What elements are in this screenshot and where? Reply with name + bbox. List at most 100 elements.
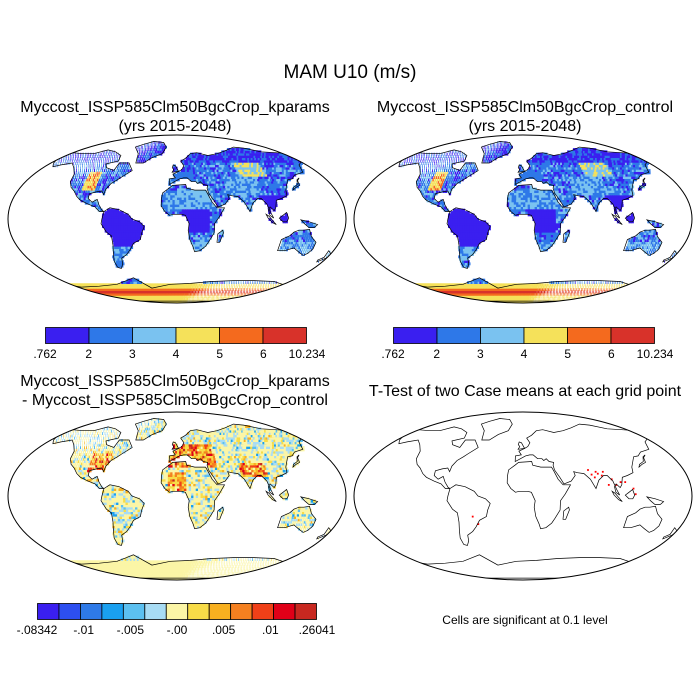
map-cell bbox=[102, 213, 105, 217]
map-cell bbox=[589, 297, 591, 301]
map-cell bbox=[214, 283, 216, 287]
map-cell bbox=[82, 157, 83, 161]
map-cell bbox=[521, 297, 524, 301]
map-cell bbox=[198, 288, 200, 291]
map-cell bbox=[295, 241, 298, 245]
map-cell bbox=[107, 229, 111, 233]
map-cell bbox=[228, 295, 229, 298]
map-cell bbox=[123, 164, 126, 168]
map-cell bbox=[121, 229, 125, 233]
map-cell bbox=[529, 295, 532, 298]
map-cell bbox=[92, 295, 100, 298]
map-cell bbox=[185, 187, 189, 191]
map-cell bbox=[230, 285, 232, 289]
map-cell bbox=[560, 297, 562, 301]
map-cell bbox=[172, 185, 176, 189]
map-cell bbox=[113, 150, 115, 154]
map-cell bbox=[246, 201, 250, 205]
map-cell bbox=[582, 292, 584, 296]
map-cell bbox=[582, 290, 584, 294]
map-cell bbox=[122, 164, 124, 168]
map-cell bbox=[258, 297, 260, 301]
map-cell bbox=[197, 176, 201, 179]
map-cell bbox=[200, 166, 204, 170]
map-cell bbox=[105, 157, 106, 161]
map-cell bbox=[240, 169, 245, 172]
map-cell bbox=[242, 297, 243, 301]
map-cell bbox=[144, 152, 146, 156]
map-cell bbox=[273, 201, 278, 205]
map-cell bbox=[126, 166, 129, 170]
map-cell bbox=[128, 239, 133, 242]
map-cell bbox=[170, 204, 173, 207]
map-cell bbox=[167, 208, 171, 212]
map-cell bbox=[289, 246, 292, 249]
map-cell bbox=[111, 169, 114, 172]
map-cell bbox=[168, 290, 171, 294]
map-cell bbox=[197, 201, 201, 205]
map-cell bbox=[85, 190, 88, 193]
map-cell bbox=[255, 185, 260, 189]
map-cell bbox=[205, 155, 210, 158]
map-cell bbox=[145, 148, 146, 151]
map-cell bbox=[151, 143, 152, 147]
map-cell bbox=[95, 173, 97, 177]
map-cell bbox=[595, 297, 597, 301]
map-cell bbox=[264, 297, 266, 301]
map-cell bbox=[615, 290, 617, 294]
map-cell bbox=[177, 206, 180, 210]
map-cell bbox=[244, 297, 246, 301]
map-cell bbox=[159, 150, 162, 154]
map-cell bbox=[601, 299, 603, 303]
map-cell bbox=[145, 143, 147, 147]
map-cell bbox=[115, 155, 117, 158]
map-cell bbox=[313, 222, 316, 226]
map-cell bbox=[430, 295, 439, 298]
map-cell bbox=[548, 292, 550, 296]
map-cell bbox=[414, 288, 422, 291]
map-cell bbox=[204, 290, 205, 294]
map-cell bbox=[223, 201, 227, 205]
map-cell bbox=[221, 232, 224, 235]
map-cell bbox=[165, 204, 169, 207]
map-cell bbox=[163, 192, 167, 196]
map-cell bbox=[462, 248, 467, 252]
map-cell bbox=[604, 288, 606, 291]
map-cell bbox=[62, 157, 64, 161]
map-cell bbox=[517, 290, 520, 294]
map-cell bbox=[153, 288, 157, 291]
map-cell bbox=[215, 166, 220, 170]
map-cell bbox=[120, 164, 122, 168]
map-cell bbox=[259, 299, 260, 303]
map-cell bbox=[82, 180, 85, 184]
map-cell bbox=[225, 199, 229, 203]
map-cell bbox=[218, 169, 222, 172]
map-cell bbox=[86, 194, 89, 198]
map-cell bbox=[116, 262, 121, 266]
map-cell bbox=[188, 213, 192, 217]
map-cell bbox=[553, 297, 554, 301]
map-cell bbox=[510, 285, 513, 289]
map-cell bbox=[532, 290, 534, 294]
map-cell bbox=[612, 290, 614, 294]
map-cell bbox=[154, 145, 155, 149]
map-cell bbox=[101, 297, 110, 301]
map-cell bbox=[531, 283, 534, 287]
map-cell bbox=[200, 159, 204, 163]
map-cell bbox=[596, 285, 597, 289]
map-cell bbox=[112, 176, 115, 179]
map-cell bbox=[209, 208, 213, 212]
map-cell bbox=[282, 218, 286, 221]
map-cell bbox=[214, 208, 218, 212]
map-cell bbox=[210, 297, 212, 301]
map-cell bbox=[202, 199, 206, 203]
map-cell bbox=[78, 155, 79, 158]
figure-title: MAM U10 (m/s) bbox=[283, 62, 417, 83]
map-cell bbox=[242, 178, 246, 182]
map-cell bbox=[132, 220, 136, 224]
map-cell bbox=[212, 227, 215, 231]
map-cell bbox=[245, 148, 251, 151]
map-cell bbox=[632, 283, 634, 287]
map-cell bbox=[280, 183, 285, 186]
map-cell bbox=[104, 225, 108, 228]
